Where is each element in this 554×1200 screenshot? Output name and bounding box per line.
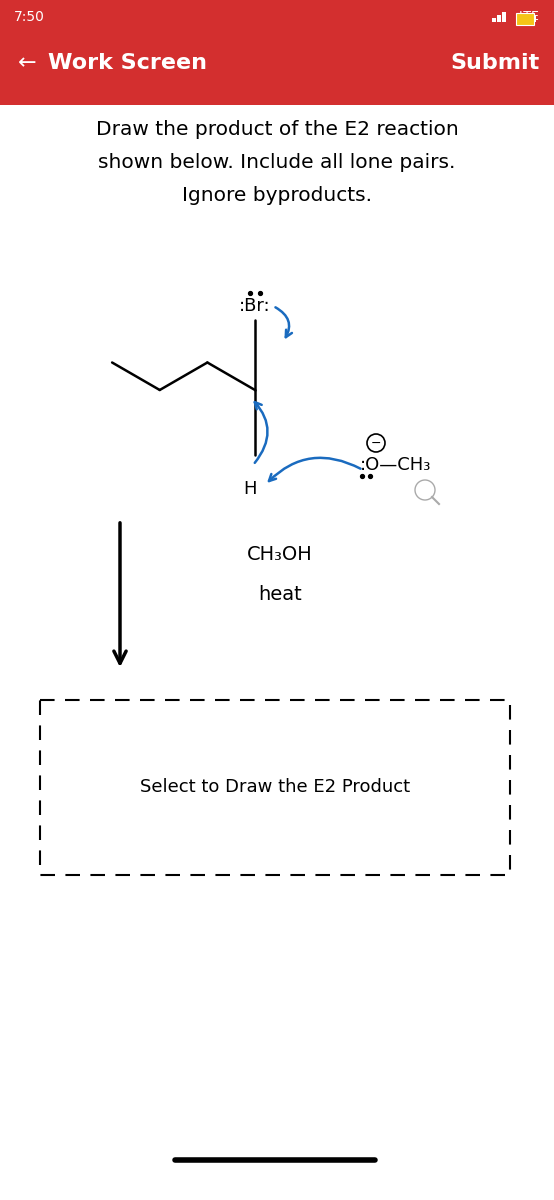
Bar — [497, 14, 500, 22]
Text: H: H — [243, 480, 257, 498]
Text: shown below. Include all lone pairs.: shown below. Include all lone pairs. — [98, 152, 456, 172]
Text: heat: heat — [258, 584, 302, 604]
Bar — [492, 18, 495, 22]
Text: ←: ← — [18, 53, 37, 73]
FancyArrowPatch shape — [255, 402, 268, 463]
Text: Submit: Submit — [451, 53, 540, 73]
Text: :O—CH₃: :O—CH₃ — [360, 456, 432, 474]
FancyArrowPatch shape — [269, 458, 361, 481]
Text: Select to Draw the E2 Product: Select to Draw the E2 Product — [140, 779, 410, 797]
Bar — [0, 0, 554, 44]
Bar — [502, 12, 505, 22]
Text: CH₃OH: CH₃OH — [247, 545, 313, 564]
Bar — [534, 16, 536, 22]
Bar — [0, 44, 554, 104]
FancyArrowPatch shape — [275, 307, 292, 337]
Text: :Br:: :Br: — [239, 296, 271, 314]
Text: Ignore byproducts.: Ignore byproducts. — [182, 186, 372, 205]
Text: Work Screen: Work Screen — [48, 53, 207, 73]
Text: −: − — [371, 437, 381, 450]
Text: 7:50: 7:50 — [14, 10, 45, 24]
Text: Draw the product of the E2 reaction: Draw the product of the E2 reaction — [96, 120, 458, 139]
Bar — [516, 13, 534, 25]
Text: LTE: LTE — [519, 10, 540, 23]
